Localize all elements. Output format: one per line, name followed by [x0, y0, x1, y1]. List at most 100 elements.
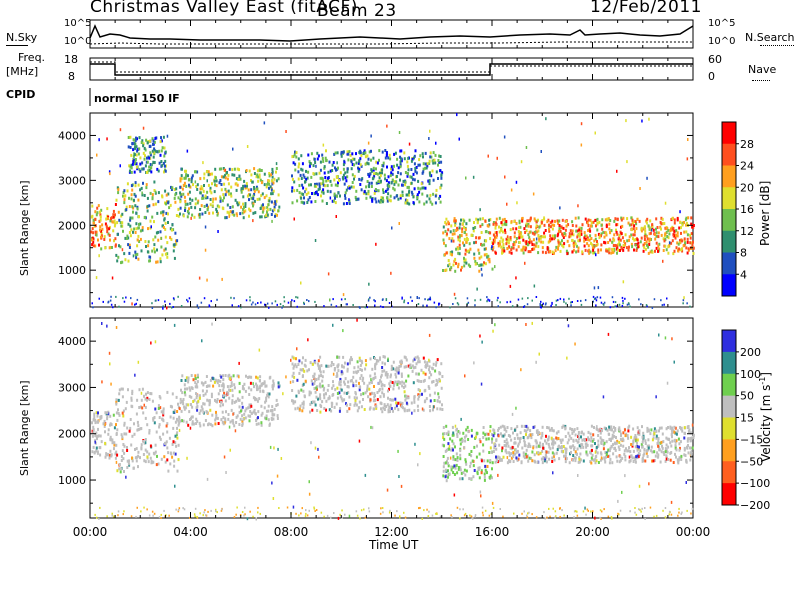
echo-cell [349, 202, 351, 205]
echo-cell [205, 195, 207, 198]
echo-cell [628, 302, 630, 304]
echo-cell [323, 407, 325, 410]
echo-cell [495, 461, 497, 464]
echo-cell [569, 461, 571, 464]
echo-cell [271, 168, 273, 171]
echo-cell [358, 178, 360, 181]
echo-cell [314, 185, 316, 188]
echo-cell [177, 208, 179, 211]
echo-cell [361, 405, 363, 408]
echo-cell [91, 238, 93, 241]
echo-cell [104, 430, 106, 433]
echo-cell [549, 250, 551, 253]
echo-cell [216, 179, 218, 182]
echo-cell [127, 189, 129, 192]
echo-cell [132, 217, 134, 220]
echo-cell [475, 218, 477, 221]
echo-cell [608, 433, 610, 436]
echo-cell [176, 410, 178, 413]
echo-cell [578, 431, 580, 434]
echo-cell [256, 423, 258, 426]
echo-cell [344, 183, 346, 186]
echo-cell [146, 157, 148, 160]
echo-cell [518, 443, 520, 446]
echo-cell [637, 449, 639, 452]
echo-cell [394, 407, 396, 410]
echo-cell [187, 150, 189, 153]
echo-cell [493, 507, 495, 509]
echo-cell [632, 428, 634, 431]
echo-cell [611, 516, 613, 518]
echo-cell [670, 459, 672, 462]
echo-cell [515, 227, 517, 230]
echo-cell [176, 214, 178, 217]
echo-cell [495, 438, 497, 441]
echo-cell [452, 303, 454, 305]
echo-cell [115, 444, 117, 447]
echo-cell [123, 189, 125, 192]
echo-cell [620, 438, 622, 441]
echo-cell [347, 158, 349, 161]
echo-cell [241, 402, 243, 405]
echo-cell [601, 302, 603, 304]
echo-cell [202, 408, 204, 411]
echo-cell [116, 432, 118, 435]
echo-cell [110, 438, 112, 441]
echo-cell [172, 427, 174, 430]
echo-cell [622, 300, 624, 302]
echo-cell [99, 454, 101, 457]
echo-cell [333, 200, 335, 203]
echo-cell [217, 511, 219, 513]
echo-cell [185, 185, 187, 188]
echo-cell [100, 247, 102, 250]
echo-cell [429, 394, 431, 397]
echo-cell [142, 388, 144, 391]
echo-cell [482, 514, 484, 516]
echo-cell [650, 428, 652, 431]
echo-cell [172, 392, 174, 395]
echo-cell [618, 241, 620, 244]
echo-cell [165, 202, 167, 205]
echo-cell [274, 200, 276, 203]
echo-cell [578, 461, 580, 464]
echo-cell [667, 438, 669, 441]
echo-cell [406, 194, 408, 197]
echo-cell [123, 252, 125, 255]
echo-cell [201, 302, 203, 304]
echo-cell [692, 241, 694, 244]
echo-cell [522, 239, 524, 242]
echo-cell [511, 252, 513, 255]
echo-cell [177, 403, 179, 406]
echo-cell [566, 457, 568, 460]
echo-cell [318, 375, 320, 378]
echo-cell [510, 285, 512, 288]
echo-cell [136, 145, 138, 148]
echo-cell [441, 173, 443, 176]
echo-cell [106, 411, 108, 414]
echo-cell [203, 177, 205, 180]
echo-cell [391, 227, 393, 230]
echo-cell [294, 169, 296, 172]
echo-cell [676, 246, 678, 249]
echo-cell [638, 508, 640, 510]
echo-cell [270, 409, 272, 412]
echo-cell [206, 170, 208, 173]
echo-cell [130, 234, 132, 237]
echo-cell [439, 169, 441, 172]
echo-cell [172, 443, 174, 446]
echo-cell [435, 364, 437, 367]
echo-cell [688, 437, 690, 440]
echo-cell [225, 193, 227, 196]
echo-cell [583, 510, 585, 512]
echo-cell [502, 218, 504, 221]
echo-cell [405, 517, 407, 519]
echo-cell [97, 450, 99, 453]
echo-cell [301, 184, 303, 187]
echo-cell [103, 422, 105, 425]
echo-cell [253, 411, 255, 414]
echo-cell [389, 199, 391, 202]
echo-cell [257, 169, 259, 172]
echo-cell [343, 202, 345, 205]
echo-cell [228, 182, 230, 185]
echo-cell [514, 429, 516, 432]
